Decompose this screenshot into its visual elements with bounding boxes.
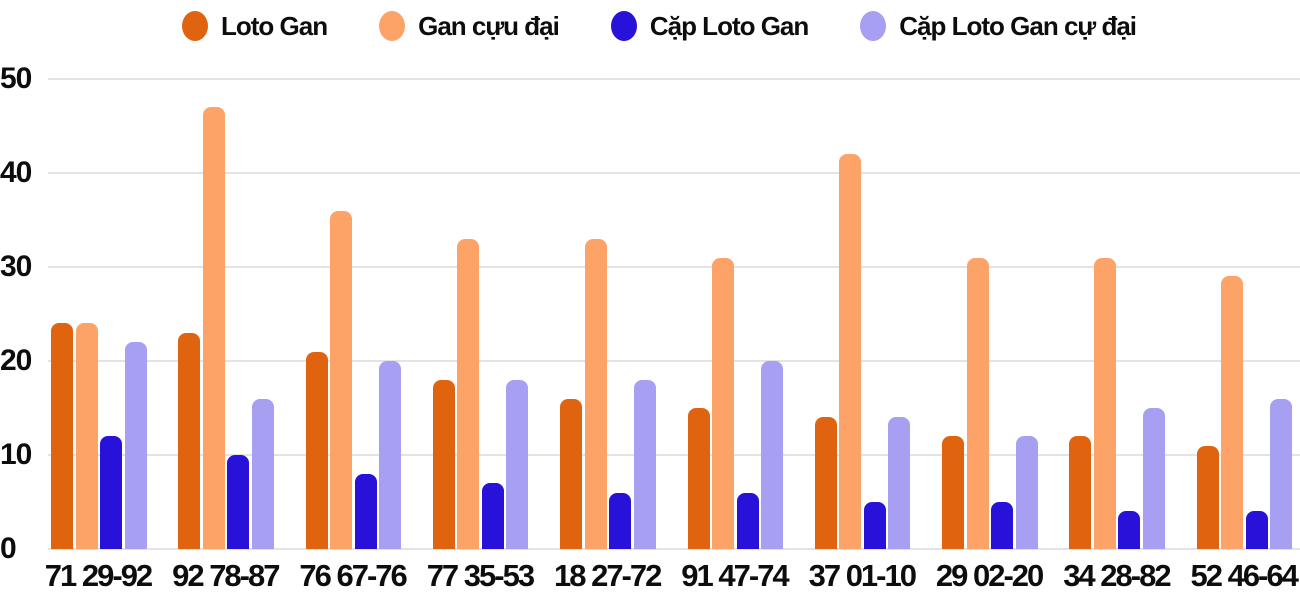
legend-dot-icon (182, 11, 208, 41)
legend-item-4[interactable]: Cặp Loto Gan cự đại (860, 11, 1137, 41)
bar-series-3-group-4[interactable] (481, 483, 504, 549)
gridline (48, 454, 1300, 456)
legend-label: Cặp Loto Gan cự đại (899, 11, 1137, 41)
bar-series-2-group-8[interactable] (966, 257, 989, 549)
y-axis-tick-label: 40 (0, 156, 32, 189)
legend-dot-icon (379, 11, 406, 41)
bar-series-4-group-7[interactable] (888, 417, 911, 549)
bar-series-1-group-7[interactable] (814, 417, 837, 549)
bar-series-2-group-1[interactable] (75, 323, 98, 549)
legend: Loto Gan Gan cựu đại Cặp Loto Gan Cặp Loto … (182, 11, 1137, 41)
bar-series-1-group-10[interactable] (1196, 445, 1219, 549)
bar-series-4-group-4[interactable] (506, 379, 529, 549)
legend-item-2[interactable]: Gan cựu đại (379, 11, 560, 41)
bar-series-4-group-1[interactable] (124, 342, 147, 549)
x-axis-category-label: 52 46-64 (1190, 558, 1298, 593)
legend-dot-icon (860, 11, 887, 41)
y-axis-tick-label: 30 (0, 250, 32, 283)
legend-item-1[interactable]: Loto Gan (182, 11, 328, 41)
x-axis-category-label: 37 01-10 (808, 558, 917, 593)
x-axis-category-label: 76 67-76 (299, 558, 407, 593)
x-axis-category-label: 18 27-72 (553, 558, 662, 593)
legend-label: Cặp Loto Gan (649, 11, 809, 41)
bar-series-4-group-3[interactable] (379, 361, 402, 549)
y-axis-tick-label: 50 (0, 62, 32, 95)
bar-series-4-group-9[interactable] (1142, 408, 1165, 549)
x-axis-category-label: 71 29-92 (44, 558, 153, 593)
x-axis-category-label: 29 02-20 (935, 558, 1044, 593)
bar-series-1-group-1[interactable] (51, 323, 73, 549)
bar-series-4-group-5[interactable] (633, 379, 656, 549)
legend-label: Loto Gan (221, 11, 328, 41)
bar-series-2-group-2[interactable] (202, 107, 225, 549)
bar-series-2-group-10[interactable] (1221, 276, 1244, 549)
bar-series-3-group-10[interactable] (1245, 511, 1268, 549)
legend-dot-icon (610, 11, 637, 41)
x-axis-category-label: 34 28-82 (1063, 558, 1171, 593)
y-axis-tick-label: 10 (0, 438, 32, 471)
bar-series-3-group-5[interactable] (609, 492, 632, 549)
bar-series-2-group-7[interactable] (839, 154, 862, 549)
bar-series-3-group-8[interactable] (991, 502, 1014, 549)
legend-label: Gan cựu đại (418, 11, 560, 41)
y-axis-tick-label: 0 (0, 532, 17, 565)
x-axis-category-label: 91 47-74 (681, 558, 789, 593)
bar-series-1-group-3[interactable] (305, 351, 328, 549)
bar-series-2-group-9[interactable] (1093, 257, 1116, 549)
bar-series-3-group-1[interactable] (100, 436, 122, 549)
bar-series-4-group-10[interactable] (1270, 398, 1293, 549)
gridline (48, 548, 1300, 550)
gridline (48, 266, 1300, 268)
bar-series-2-group-5[interactable] (584, 238, 607, 549)
x-axis-category-label: 77 35-53 (426, 558, 535, 593)
bar-series-4-group-2[interactable] (251, 398, 274, 549)
bar-series-2-group-6[interactable] (712, 257, 734, 549)
bar-series-3-group-7[interactable] (863, 502, 886, 549)
bar-series-2-group-3[interactable] (330, 210, 353, 549)
bar-series-1-group-6[interactable] (687, 408, 710, 549)
gridline (48, 360, 1300, 362)
bar-series-3-group-3[interactable] (354, 473, 377, 549)
gridline (48, 78, 1300, 80)
bar-series-1-group-2[interactable] (178, 332, 201, 549)
bar-series-4-group-6[interactable] (761, 361, 783, 549)
bar-series-3-group-6[interactable] (736, 492, 759, 549)
gridline (48, 172, 1300, 174)
legend-item-3[interactable]: Cặp Loto Gan (610, 11, 809, 41)
bar-series-3-group-2[interactable] (227, 455, 250, 549)
bar-series-2-group-4[interactable] (457, 238, 480, 549)
bar-series-3-group-9[interactable] (1118, 511, 1141, 549)
y-axis-tick-label: 20 (0, 344, 32, 377)
bar-series-1-group-5[interactable] (560, 398, 583, 549)
bar-series-4-group-8[interactable] (1015, 436, 1038, 549)
bar-series-1-group-8[interactable] (942, 436, 965, 549)
bar-series-1-group-4[interactable] (432, 379, 455, 549)
x-axis-category-label: 92 78-87 (172, 558, 280, 593)
bar-series-1-group-9[interactable] (1069, 436, 1092, 549)
